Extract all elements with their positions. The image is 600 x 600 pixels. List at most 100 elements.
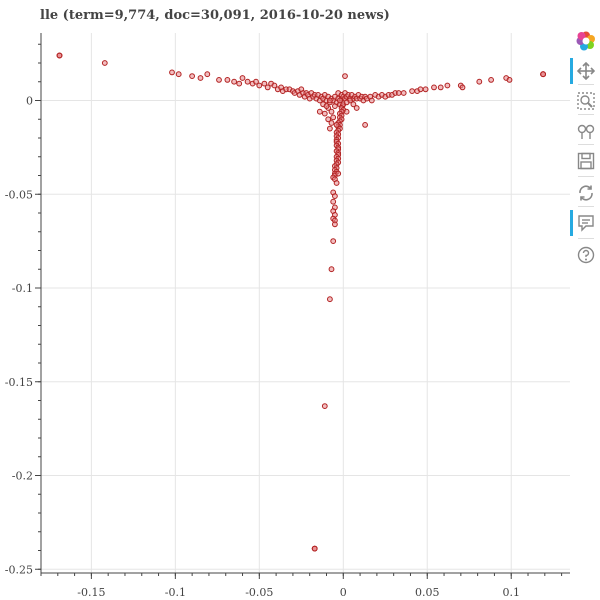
scatter-point	[330, 114, 337, 121]
scatter-point	[328, 266, 335, 273]
scatter-point	[488, 77, 495, 83]
y-tick-label: -0.2	[12, 470, 33, 483]
reset-tool-button[interactable]	[572, 180, 600, 206]
scatter-point	[400, 90, 407, 96]
scatter-point	[204, 71, 211, 78]
scatter-point	[321, 110, 328, 117]
x-tick-label: 0.05	[415, 586, 440, 599]
scatter-point	[244, 78, 251, 85]
scatter-point	[459, 84, 466, 91]
scatter-point	[327, 296, 333, 303]
scatter-point	[224, 77, 231, 83]
scatter-point	[330, 198, 337, 205]
help-tool-button[interactable]	[572, 242, 600, 268]
scatter-point	[395, 90, 402, 96]
scatter-point	[321, 403, 328, 410]
scatter-point	[216, 77, 222, 83]
data-points	[56, 52, 546, 552]
scatter-point	[325, 116, 332, 123]
y-tick-label: -0.1	[12, 282, 33, 295]
scatter-point	[437, 84, 444, 91]
x-tick-label: -0.15	[77, 586, 105, 599]
scatter-point	[540, 71, 546, 78]
x-tick-label: 0	[340, 586, 347, 599]
scatter-point	[422, 86, 429, 93]
save-tool-icon	[577, 152, 595, 170]
chart-title: lle (term=9,774, doc=30,091, 2016-10-20 …	[40, 8, 390, 23]
toolbar-separator	[578, 206, 594, 207]
scatter-point	[311, 545, 318, 552]
scatter-point	[332, 193, 338, 200]
scatter-point	[169, 69, 175, 76]
scatter-point	[335, 170, 342, 177]
box-zoom-tool-icon	[577, 92, 595, 110]
scatter-point	[330, 238, 337, 245]
scatter-point	[353, 105, 360, 111]
scatter-point	[328, 120, 335, 126]
scatter-point	[343, 108, 350, 115]
scatter-point	[332, 103, 338, 109]
x-tick-label: -0.1	[165, 586, 186, 599]
scatter-point	[175, 71, 182, 78]
y-tick-label: -0.15	[5, 376, 33, 389]
y-tick-label: -0.05	[5, 188, 33, 201]
scatter-point	[417, 86, 424, 93]
scatter-point	[409, 88, 416, 94]
grid-lines	[41, 33, 570, 573]
bokeh-logo-button	[572, 28, 600, 54]
scatter-point	[264, 84, 271, 91]
scatter-point	[189, 73, 196, 79]
x-tick-label: 0.1	[502, 586, 520, 599]
scatter-point	[323, 103, 330, 109]
scatter-point	[350, 101, 357, 108]
scatter-point	[327, 97, 333, 104]
scatter-point	[239, 75, 246, 81]
scatter-point	[253, 78, 259, 85]
hover-tool-button[interactable]	[570, 210, 600, 236]
scatter-point	[362, 122, 369, 128]
scatter-point	[476, 78, 483, 85]
toolbar-separator	[578, 176, 594, 177]
scatter-point	[271, 82, 278, 89]
hover-tool-icon	[577, 214, 595, 232]
scatter-point	[327, 125, 333, 132]
pan-tool-button[interactable]	[570, 58, 600, 84]
toolbar	[570, 28, 600, 278]
scatter-plot[interactable]: -0.15 -0.1 -0.05 0 0.05 0.1 0 -0.05 -0.1 -0.15 -0.…	[0, 0, 570, 600]
help-tool-icon	[577, 246, 595, 264]
scatter-point	[337, 97, 343, 104]
y-tick-label: 0	[26, 95, 33, 108]
scatter-point	[316, 108, 323, 115]
axes: -0.15 -0.1 -0.05 0 0.05 0.1 0 -0.05 -0.1 -0.15 -0.…	[5, 33, 570, 599]
pan-tool-icon	[577, 62, 595, 80]
scatter-point	[261, 80, 268, 87]
y-tick-label: -0.25	[5, 563, 33, 576]
scatter-point	[56, 52, 63, 59]
scatter-point	[332, 221, 338, 228]
scatter-point	[101, 60, 108, 66]
scatter-point	[444, 82, 451, 89]
scatter-point	[342, 73, 348, 79]
wheel-zoom-tool-button[interactable]	[572, 118, 600, 144]
x-tick-label: -0.05	[245, 586, 273, 599]
scatter-point	[197, 75, 204, 81]
scatter-point	[333, 180, 340, 186]
scatter-point	[368, 97, 375, 104]
scatter-point	[431, 84, 437, 91]
toolbar-separator	[578, 84, 594, 85]
bokeh-logo-icon	[576, 31, 596, 51]
box-zoom-tool-button[interactable]	[572, 88, 600, 114]
scatter-point	[333, 122, 340, 128]
scatter-point	[506, 77, 513, 83]
scatter-point	[236, 80, 243, 87]
toolbar-separator	[578, 238, 594, 239]
reset-tool-icon	[577, 184, 595, 202]
scatter-point	[328, 108, 335, 115]
wheel-zoom-tool-icon	[577, 122, 595, 140]
toolbar-separator	[578, 144, 594, 145]
scatter-point	[343, 99, 350, 106]
save-tool-button[interactable]	[572, 148, 600, 174]
toolbar-separator	[578, 114, 594, 115]
scatter-point	[231, 78, 238, 85]
scatter-point	[256, 82, 263, 89]
